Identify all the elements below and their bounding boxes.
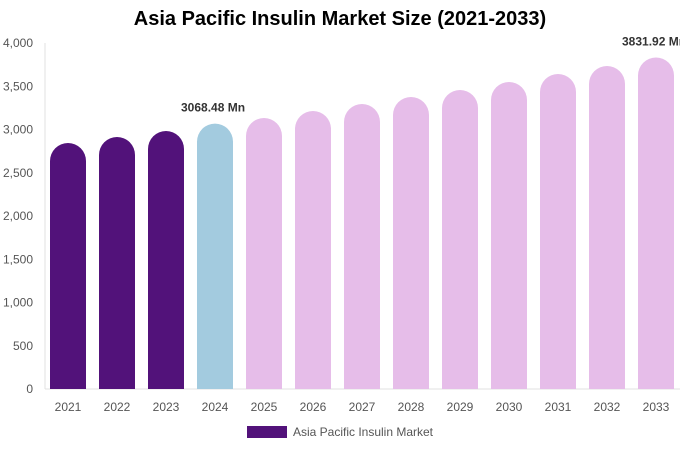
legend: Asia Pacific Insulin Market <box>0 425 680 439</box>
bar-2026 <box>295 110 331 389</box>
bar-2027 <box>344 103 380 390</box>
bar-2021 <box>50 143 86 389</box>
y-tick-label: 3,000 <box>3 123 33 137</box>
x-tick-label: 2025 <box>251 400 278 414</box>
y-tick-label: 0 <box>26 382 33 396</box>
legend-label: Asia Pacific Insulin Market <box>292 425 434 439</box>
x-tick-label: 2030 <box>496 400 523 414</box>
x-tick-label: 2022 <box>104 400 131 414</box>
bar-2031 <box>540 73 576 389</box>
y-tick-label: 3,500 <box>3 79 33 93</box>
y-tick-label: 500 <box>13 339 33 353</box>
chart-title: Asia Pacific Insulin Market Size (2021-2… <box>133 8 547 30</box>
bar-2025 <box>246 117 282 390</box>
y-tick-label: 2,500 <box>3 166 33 180</box>
x-tick-label: 2029 <box>447 400 474 414</box>
bar-2029 <box>442 89 478 390</box>
bar-2022 <box>99 137 135 389</box>
bar-2032 <box>589 66 625 389</box>
y-tick-label: 2,000 <box>3 209 33 223</box>
x-tick-label: 2033 <box>643 400 670 414</box>
bar-2030 <box>491 82 527 389</box>
x-tick-label: 2031 <box>545 400 572 414</box>
bar-2028 <box>393 96 429 389</box>
x-tick-label: 2026 <box>300 400 327 414</box>
y-tick-label: 1,000 <box>3 296 33 310</box>
x-tick-label: 2027 <box>349 400 376 414</box>
x-tick-label: 2023 <box>153 400 180 414</box>
x-tick-label: 2028 <box>398 400 425 414</box>
data-label: 3831.92 Mn <box>622 35 680 49</box>
x-tick-label: 2024 <box>202 400 229 414</box>
bar-2024 <box>197 123 233 389</box>
bar-2023 <box>148 130 184 389</box>
y-tick-label: 1,500 <box>3 252 33 266</box>
x-tick-label: 2021 <box>55 400 82 414</box>
data-label: 3068.48 Mn <box>181 101 245 115</box>
bar-2033 <box>638 57 674 390</box>
legend-swatch <box>246 426 287 438</box>
y-tick-label: 4,000 <box>3 36 33 50</box>
x-tick-label: 2032 <box>594 400 621 414</box>
